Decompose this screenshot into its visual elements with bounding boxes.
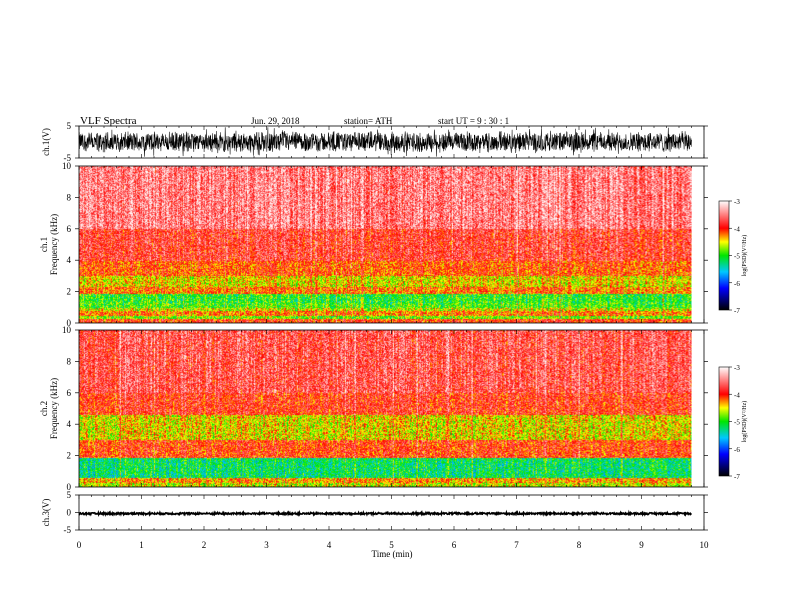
figure-title: VLF Spectra (80, 115, 137, 127)
colorbar-label: log(PSD)(V²/Hz) (741, 401, 748, 442)
colorbar-scale (718, 366, 730, 477)
date-label: Jun. 29, 2018 (251, 116, 300, 126)
ch1-spectrogram-ytick-label: 0 (67, 318, 72, 328)
station-label: station= ATH (344, 116, 393, 126)
ch3-waveform-ytick-label: 5 (67, 490, 72, 500)
colorbar-tick-label: -6 (734, 446, 740, 454)
x-axis-label: Time (min) (372, 549, 413, 559)
colorbar-tick-label: -6 (734, 280, 740, 288)
time-axis: 0 1 2 3 4 5 6 7 8 9 10 (77, 540, 709, 550)
ch1-waveform-trace (78, 127, 692, 157)
ch3-waveform-ylabel: ch.3(V) (41, 499, 51, 527)
ch1-spectrogram-image (79, 166, 692, 323)
x-tick-label: 9 (639, 540, 644, 550)
start-time-label: start UT = 9 : 30 : 1 (438, 116, 509, 126)
ch3-waveform-trace (78, 509, 693, 518)
x-tick-label: 4 (327, 540, 332, 550)
ch2-spectrogram-image (79, 330, 692, 487)
colorbar-tick-label: -5 (734, 253, 740, 261)
ch1-waveform-ytick-label: -5 (64, 153, 72, 163)
ch1-waveform-ylabel: ch.1(V) (41, 128, 51, 156)
colorbar-tick-label: -7 (734, 473, 740, 481)
x-tick-label: 7 (514, 540, 519, 550)
ch2-spectrogram-ytick-label: 4 (67, 419, 72, 429)
ch1-spectrogram-ytick-label: 6 (67, 224, 72, 234)
x-tick-label: 3 (264, 540, 269, 550)
ch2-spectrogram-ytick-label: 10 (62, 325, 72, 335)
ch3-waveform-ytick-label: -5 (64, 525, 72, 535)
ch1-spectrogram-ytick-label: 2 (67, 287, 72, 297)
x-tick-label: 8 (577, 540, 582, 550)
ch2-spectrogram-ylabel: ch.2Frequency (kHz) (39, 378, 59, 439)
colorbar-ch1: -3 -4 -5 -6 -7 log(PSD)(V²/Hz) (718, 198, 748, 315)
ch2-spectrogram-ytick-label: 8 (67, 356, 72, 366)
colorbar-tick-label: -3 (734, 198, 740, 206)
ch1-spectrogram-ytick-label: 10 (62, 161, 72, 171)
x-tick-label: 1 (139, 540, 144, 550)
ch1-spectrogram-ytick-label: 4 (67, 255, 72, 265)
x-tick-label: 2 (202, 540, 207, 550)
colorbar-tick-label: -4 (734, 225, 740, 233)
colorbar-tick-label: -4 (734, 391, 740, 399)
ch3-waveform-ytick-label: 0 (67, 508, 72, 518)
ch2-spectrogram-ytick-label: 6 (67, 388, 72, 398)
x-tick-label: 6 (452, 540, 457, 550)
ch2-spectrogram-panel: 0 2 4 6 8 10 ch.2Frequency (kHz) (39, 325, 708, 492)
colorbar-tick-label: -5 (734, 419, 740, 427)
x-tick-label: 0 (77, 540, 82, 550)
colorbar-tick-label: -7 (734, 307, 740, 315)
ch2-spectrogram-ytick-label: 2 (67, 451, 72, 461)
colorbar-scale (718, 200, 730, 311)
ch1-spectrogram-panel: 0 2 4 6 8 10 ch.1Frequency (kHz) (39, 161, 708, 328)
ch1-waveform-panel: 5 -5 ch.1(V) (41, 121, 708, 163)
ch1-waveform-ytick-label: 5 (67, 121, 72, 131)
ch2-spectrogram-ytick-label: 0 (67, 482, 72, 492)
ch1-spectrogram-ytick-label: 8 (67, 192, 72, 202)
ch3-waveform-panel: 5 0 -5 ch.3(V) (41, 490, 708, 535)
x-tick-label: 10 (700, 540, 710, 550)
colorbar-tick-label: -3 (734, 364, 740, 372)
x-tick-label: 5 (389, 540, 394, 550)
colorbar-label: log(PSD)(V²/Hz) (741, 235, 748, 276)
ch1-spectrogram-ylabel: ch.1Frequency (kHz) (39, 214, 59, 275)
colorbar-ch2: -3 -4 -5 -6 -7 log(PSD)(V²/Hz) (718, 364, 748, 481)
